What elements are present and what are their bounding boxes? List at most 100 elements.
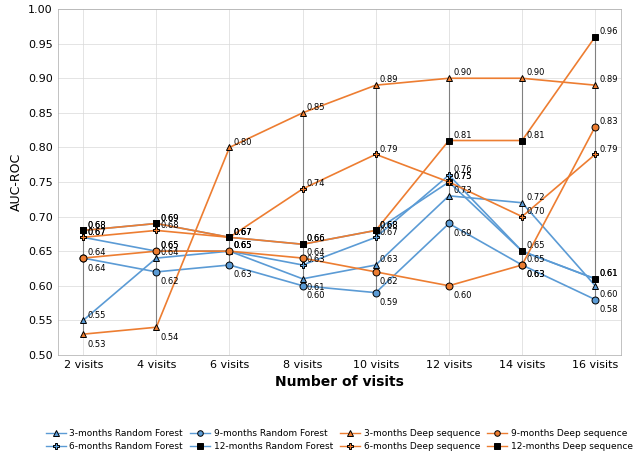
- Text: 0.65: 0.65: [161, 242, 179, 250]
- 6-months Random Forest: [591, 276, 599, 282]
- Text: 0.61: 0.61: [600, 269, 618, 278]
- Text: 0.69: 0.69: [161, 214, 179, 222]
- 3-months Deep sequence: [518, 76, 526, 81]
- 9-months Deep sequence: [299, 255, 307, 261]
- 3-months Deep sequence: [299, 110, 307, 116]
- 3-months Random Forest: [299, 276, 307, 282]
- Line: 6-months Deep sequence: 6-months Deep sequence: [80, 151, 598, 241]
- 6-months Random Forest: [445, 172, 452, 178]
- Text: 0.64: 0.64: [88, 248, 106, 257]
- Text: 0.55: 0.55: [88, 311, 106, 319]
- Line: 3-months Deep sequence: 3-months Deep sequence: [80, 75, 598, 338]
- 6-months Deep sequence: [152, 228, 160, 233]
- 9-months Random Forest: [152, 269, 160, 275]
- 3-months Random Forest: [591, 283, 599, 288]
- Text: 0.68: 0.68: [380, 221, 399, 230]
- 9-months Random Forest: [79, 255, 87, 261]
- 12-months Random Forest: [372, 228, 380, 233]
- 6-months Random Forest: [372, 235, 380, 240]
- Text: 0.89: 0.89: [600, 76, 618, 84]
- Text: 0.80: 0.80: [234, 138, 252, 147]
- Text: 0.75: 0.75: [453, 172, 472, 181]
- 9-months Deep sequence: [591, 124, 599, 129]
- 9-months Random Forest: [591, 297, 599, 302]
- 9-months Deep sequence: [226, 248, 234, 254]
- Text: 0.83: 0.83: [600, 117, 618, 126]
- 3-months Random Forest: [226, 248, 234, 254]
- 3-months Deep sequence: [226, 145, 234, 150]
- Text: 0.59: 0.59: [380, 298, 398, 307]
- 9-months Deep sequence: [79, 255, 87, 261]
- Text: 0.68: 0.68: [161, 221, 179, 230]
- Text: 0.67: 0.67: [234, 228, 252, 237]
- 6-months Deep sequence: [372, 152, 380, 157]
- Line: 3-months Random Forest: 3-months Random Forest: [80, 192, 598, 324]
- 9-months Random Forest: [226, 262, 234, 268]
- 12-months Deep sequence: [226, 235, 234, 240]
- 3-months Deep sequence: [79, 331, 87, 337]
- Line: 9-months Random Forest: 9-months Random Forest: [80, 220, 598, 303]
- Legend: 3-months Random Forest, 6-months Random Forest, 9-months Random Forest, 12-month: 3-months Random Forest, 6-months Random …: [43, 426, 636, 454]
- 9-months Random Forest: [372, 290, 380, 295]
- 9-months Random Forest: [299, 283, 307, 288]
- Text: 0.64: 0.64: [88, 263, 106, 273]
- 6-months Deep sequence: [591, 152, 599, 157]
- Text: 0.85: 0.85: [307, 103, 325, 112]
- Text: 0.65: 0.65: [526, 255, 545, 264]
- Text: 0.60: 0.60: [307, 291, 325, 300]
- Line: 12-months Deep sequence: 12-months Deep sequence: [80, 33, 598, 248]
- Text: 0.60: 0.60: [600, 290, 618, 299]
- Line: 9-months Deep sequence: 9-months Deep sequence: [80, 123, 598, 289]
- 6-months Random Forest: [152, 248, 160, 254]
- 12-months Deep sequence: [591, 34, 599, 40]
- 3-months Deep sequence: [445, 76, 452, 81]
- Text: 0.62: 0.62: [380, 278, 399, 286]
- Text: 0.79: 0.79: [380, 145, 399, 153]
- Text: 0.61: 0.61: [307, 283, 325, 292]
- 9-months Deep sequence: [445, 283, 452, 288]
- 6-months Random Forest: [518, 248, 526, 254]
- Line: 12-months Random Forest: 12-months Random Forest: [80, 178, 598, 282]
- 12-months Random Forest: [445, 179, 452, 185]
- Text: 0.96: 0.96: [600, 27, 618, 36]
- Text: 0.74: 0.74: [307, 179, 325, 188]
- 9-months Random Forest: [445, 221, 452, 226]
- Text: 0.70: 0.70: [526, 207, 545, 216]
- 6-months Deep sequence: [79, 235, 87, 240]
- Text: 0.69: 0.69: [453, 229, 472, 238]
- Text: 0.69: 0.69: [161, 214, 179, 222]
- Text: 0.90: 0.90: [453, 69, 472, 77]
- Text: 0.65: 0.65: [234, 242, 252, 250]
- Text: 0.68: 0.68: [88, 221, 106, 230]
- 6-months Deep sequence: [299, 186, 307, 192]
- Text: 0.72: 0.72: [526, 193, 545, 202]
- Text: 0.65: 0.65: [234, 242, 252, 250]
- 12-months Deep sequence: [445, 138, 452, 143]
- 12-months Deep sequence: [299, 242, 307, 247]
- Text: 0.75: 0.75: [453, 172, 472, 181]
- Text: 0.68: 0.68: [380, 221, 399, 230]
- 6-months Deep sequence: [226, 235, 234, 240]
- Text: 0.81: 0.81: [453, 131, 472, 140]
- Text: 0.54: 0.54: [161, 333, 179, 342]
- Text: 0.67: 0.67: [88, 228, 106, 237]
- 12-months Random Forest: [591, 276, 599, 282]
- Text: 0.66: 0.66: [307, 234, 325, 243]
- Text: 0.67: 0.67: [234, 228, 252, 237]
- Text: 0.73: 0.73: [453, 186, 472, 195]
- Text: 0.65: 0.65: [234, 242, 252, 250]
- 12-months Deep sequence: [79, 228, 87, 233]
- Text: 0.76: 0.76: [453, 165, 472, 174]
- Text: 0.64: 0.64: [161, 248, 179, 257]
- Line: 6-months Random Forest: 6-months Random Forest: [80, 172, 598, 282]
- Text: 0.63: 0.63: [307, 255, 325, 264]
- Text: 0.62: 0.62: [161, 278, 179, 286]
- 12-months Deep sequence: [518, 138, 526, 143]
- 3-months Deep sequence: [372, 82, 380, 88]
- 3-months Random Forest: [79, 318, 87, 323]
- Text: 0.63: 0.63: [526, 270, 545, 279]
- 3-months Random Forest: [445, 193, 452, 198]
- X-axis label: Number of visits: Number of visits: [275, 375, 404, 389]
- 12-months Random Forest: [226, 235, 234, 240]
- Text: 0.90: 0.90: [526, 69, 545, 77]
